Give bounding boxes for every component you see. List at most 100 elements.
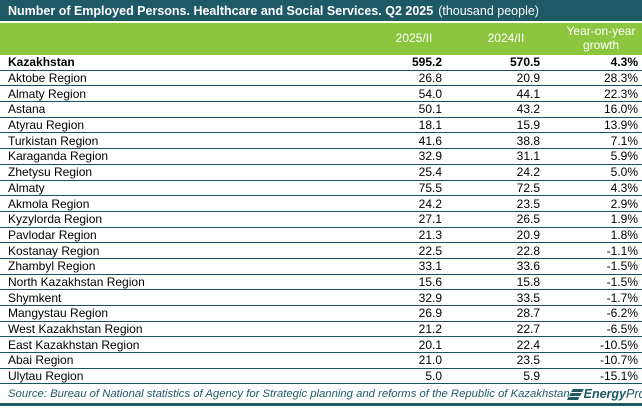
table-header: 2025/II 2024/II Year-on-year growth	[0, 23, 642, 55]
region-name-cell: West Kazakhstan Region	[0, 321, 360, 338]
table-row: Turkistan Region 41.6 38.8 7.1%	[0, 132, 642, 150]
value-2025-cell: 75.5	[360, 180, 446, 197]
value-2025-cell: 25.4	[360, 164, 446, 181]
growth-cell: 16.0%	[544, 101, 642, 118]
region-name-cell: Pavlodar Region	[0, 227, 360, 244]
region-name-cell: Aktobe Region	[0, 70, 360, 87]
growth-cell: -6.5%	[544, 321, 642, 338]
table-row: Ulytau Region 5.0 5.9 -15.1%	[0, 368, 642, 385]
growth-cell: -1.5%	[544, 274, 642, 291]
table-row: Kostanay Region 22.5 22.8 -1.1%	[0, 242, 642, 259]
value-2024-cell: 38.8	[446, 132, 544, 150]
value-2025-cell: 21.0	[360, 352, 446, 369]
value-2025-cell: 33.1	[360, 258, 446, 275]
value-2024-cell: 44.1	[446, 85, 544, 103]
value-2024-cell: 15.9	[446, 117, 544, 134]
growth-cell: -10.7%	[544, 352, 642, 369]
growth-cell: 4.3%	[544, 180, 642, 197]
value-2025-cell: 26.8	[360, 70, 446, 87]
growth-cell: -10.5%	[544, 336, 642, 354]
value-2024-cell: 23.5	[446, 195, 544, 212]
growth-cell: 7.1%	[544, 132, 642, 150]
title-unit: (thousand people)	[438, 3, 539, 18]
source-note: Source: Bureau of National statistics of…	[8, 387, 570, 400]
region-name-cell: Zhambyl Region	[0, 258, 360, 275]
region-name-cell: East Kazakhstan Region	[0, 336, 360, 354]
growth-cell: -1.7%	[544, 289, 642, 306]
column-header-2024: 2024/II	[446, 23, 544, 55]
growth-cell: 28.3%	[544, 70, 642, 87]
table-row: Zhetysu Region 25.4 24.2 5.0%	[0, 164, 642, 181]
value-2024-cell: 26.5	[446, 211, 544, 228]
value-2024-cell: 570.5	[446, 55, 544, 71]
footer-row: Source: Bureau of National statistics of…	[0, 384, 642, 402]
growth-cell: -6.2%	[544, 305, 642, 322]
value-2025-cell: 595.2	[360, 55, 446, 71]
value-2024-cell: 23.5	[446, 352, 544, 369]
growth-cell: 4.3%	[544, 55, 642, 71]
value-2025-cell: 26.9	[360, 305, 446, 322]
page-title: Number of Employed Persons. Healthcare a…	[8, 3, 434, 18]
value-2025-cell: 22.5	[360, 242, 446, 259]
value-2024-cell: 33.5	[446, 289, 544, 306]
growth-cell: 22.3%	[544, 85, 642, 103]
value-2025-cell: 27.1	[360, 211, 446, 228]
growth-cell: 5.9%	[544, 148, 642, 165]
value-2025-cell: 54.0	[360, 85, 446, 103]
value-2024-cell: 24.2	[446, 164, 544, 181]
table-row: Almaty Region 54.0 44.1 22.3%	[0, 85, 642, 103]
table-row: Atyrau Region 18.1 15.9 13.9%	[0, 117, 642, 134]
table-row: Aktobe Region 26.8 20.9 28.3%	[0, 70, 642, 87]
value-2024-cell: 72.5	[446, 180, 544, 197]
column-header-region	[0, 23, 360, 55]
value-2025-cell: 32.9	[360, 148, 446, 165]
growth-cell: 1.9%	[544, 211, 642, 228]
header-row: 2025/II 2024/II Year-on-year growth	[0, 23, 642, 55]
value-2025-cell: 18.1	[360, 117, 446, 134]
value-2024-cell: 15.8	[446, 274, 544, 291]
value-2024-cell: 43.2	[446, 101, 544, 118]
region-name-cell: Almaty	[0, 180, 360, 197]
energyprom-bars-icon	[566, 388, 584, 400]
table-row: Pavlodar Region 21.3 20.9 1.8%	[0, 227, 642, 244]
value-2025-cell: 21.2	[360, 321, 446, 338]
region-name-cell: North Kazakhstan Region	[0, 274, 360, 291]
growth-cell: 2.9%	[544, 195, 642, 212]
region-name-cell: Astana	[0, 101, 360, 118]
value-2024-cell: 20.9	[446, 70, 544, 87]
value-2024-cell: 22.8	[446, 242, 544, 259]
data-table: 2025/II 2024/II Year-on-year growth Kaza…	[0, 23, 642, 385]
table-row: East Kazakhstan Region 20.1 22.4 -10.5%	[0, 336, 642, 354]
value-2025-cell: 50.1	[360, 101, 446, 118]
table-row: West Kazakhstan Region 21.2 22.7 -6.5%	[0, 321, 642, 338]
table-row: Akmola Region 24.2 23.5 2.9%	[0, 195, 642, 212]
value-2025-cell: 15.6	[360, 274, 446, 291]
bottom-bar	[0, 403, 642, 407]
energyprom-logo: EnergyProm	[566, 387, 642, 401]
region-name-cell: Almaty Region	[0, 85, 360, 103]
column-header-growth: Year-on-year growth	[544, 23, 642, 55]
growth-cell: 1.8%	[544, 227, 642, 244]
table-row: Astana 50.1 43.2 16.0%	[0, 101, 642, 118]
column-header-2025: 2025/II	[360, 23, 446, 55]
region-name-cell: Ulytau Region	[0, 368, 360, 385]
region-name-cell: Akmola Region	[0, 195, 360, 212]
region-name-cell: Karaganda Region	[0, 148, 360, 165]
value-2025-cell: 21.3	[360, 227, 446, 244]
value-2024-cell: 20.9	[446, 227, 544, 244]
growth-cell: 13.9%	[544, 117, 642, 134]
value-2025-cell: 5.0	[360, 368, 446, 385]
title-bar: Number of Employed Persons. Healthcare a…	[0, 0, 642, 21]
table-row: Zhambyl Region 33.1 33.6 -1.5%	[0, 258, 642, 275]
table-row: Kyzylorda Region 27.1 26.5 1.9%	[0, 211, 642, 228]
value-2025-cell: 20.1	[360, 336, 446, 354]
region-name-cell: Kostanay Region	[0, 242, 360, 259]
value-2024-cell: 31.1	[446, 148, 544, 165]
region-name-cell: Mangystau Region	[0, 305, 360, 322]
table-row: Karaganda Region 32.9 31.1 5.9%	[0, 148, 642, 165]
region-name-cell: Kazakhstan	[0, 55, 360, 71]
region-name-cell: Shymkent	[0, 289, 360, 306]
table-body: Kazakhstan 595.2 570.5 4.3% Aktobe Regio…	[0, 55, 642, 385]
value-2024-cell: 22.7	[446, 321, 544, 338]
